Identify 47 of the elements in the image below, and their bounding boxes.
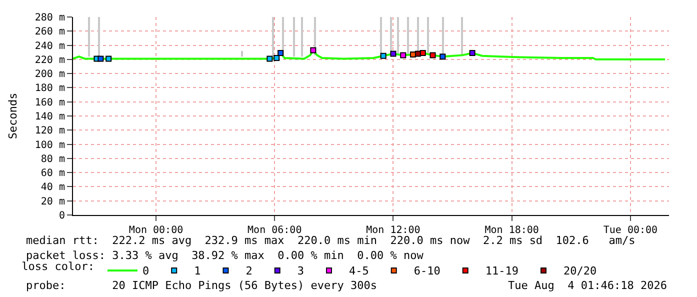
x-tick-label: Mon 12:00 bbox=[366, 225, 420, 236]
x-tick-label: Tue 00:00 bbox=[603, 225, 658, 236]
y-tick-label: 180 m bbox=[34, 83, 65, 94]
y-tick-label: 220 m bbox=[34, 54, 65, 66]
point bbox=[266, 56, 273, 62]
legend-title: loss color: bbox=[22, 260, 94, 274]
x-tick-label: Mon 06:00 bbox=[248, 225, 302, 236]
point bbox=[440, 54, 446, 60]
y-tick-label: 280 m bbox=[34, 12, 65, 24]
y-tick-label: 120 m bbox=[34, 126, 65, 137]
y-tick-label: 200 m bbox=[34, 69, 65, 80]
legend-label: 4-5 bbox=[348, 264, 369, 278]
point bbox=[380, 52, 386, 59]
legend-label: 20/20 bbox=[563, 264, 597, 278]
point bbox=[414, 50, 421, 57]
y-tick-label: 140 m bbox=[34, 112, 65, 122]
y-tick-label: 80 m bbox=[40, 154, 65, 165]
legend-label: 11-19 bbox=[485, 264, 518, 278]
y-axis-title: Seconds bbox=[6, 92, 20, 140]
text: Tue Aug 4 01:46:18 2026 bbox=[508, 279, 667, 292]
y-tick-label: 260 m bbox=[34, 26, 65, 38]
y-tick-label: 0 bbox=[58, 210, 65, 222]
legend-label: 2 bbox=[246, 264, 252, 278]
y-tick-label: 160 m bbox=[34, 97, 65, 108]
point bbox=[469, 50, 476, 56]
point bbox=[98, 56, 104, 62]
y-tick-label: 40 m bbox=[40, 182, 65, 194]
legend-label: 0 bbox=[142, 264, 150, 278]
y-tick-label: 60 m bbox=[40, 168, 65, 180]
legend-label: 3 bbox=[297, 264, 304, 278]
x-tick-label: Mon 18:00 bbox=[484, 225, 539, 236]
y-tick-label: 240 m bbox=[34, 40, 65, 52]
point bbox=[274, 55, 280, 62]
y-tick-label: 100 m bbox=[34, 140, 65, 151]
point bbox=[400, 52, 406, 58]
text: packet loss: 3.33 % avg 38.92 % max 0.00 % min 0.00 % now bbox=[26, 249, 424, 262]
point bbox=[390, 50, 396, 57]
point bbox=[430, 52, 436, 58]
point bbox=[310, 47, 316, 54]
text: probe: 20 ICMP Echo Pings (56 Bytes) every 300s bbox=[26, 279, 377, 292]
legend-label: 6-10 bbox=[414, 264, 440, 278]
x-tick-label: Mon 00:00 bbox=[128, 225, 184, 236]
y-tick-label: 20 m bbox=[40, 196, 65, 208]
text: median rtt: 222.2 ms avg 232.9 ms max 220.0 ms min 220.0 ms now 2.2 ms sd 102.6 am/s bbox=[26, 234, 636, 247]
point bbox=[106, 56, 112, 62]
legend-label: 1 bbox=[194, 264, 201, 278]
point bbox=[278, 50, 284, 56]
